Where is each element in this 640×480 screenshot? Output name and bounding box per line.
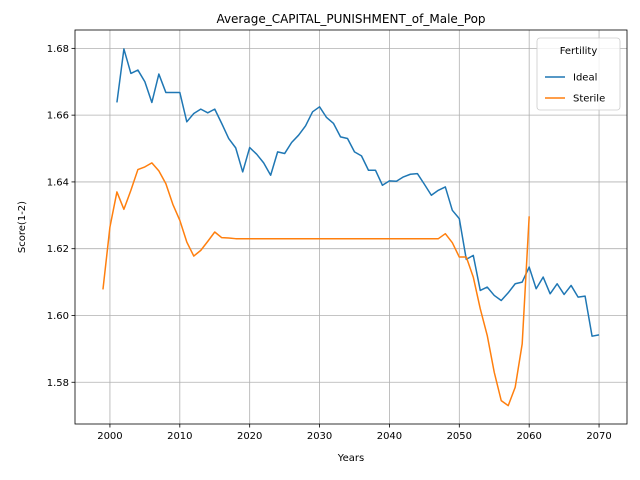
x-tick-label: 2010 [167,431,192,442]
x-tick-label: 2070 [586,431,611,442]
series-line-sterile [102,162,530,407]
y-tick-label: 1.68 [47,44,69,55]
y-tick-label: 1.66 [47,111,69,122]
series-lines [102,48,600,407]
legend: Fertility Ideal Sterile [536,37,621,111]
legend-title: Fertility [560,46,598,57]
x-tick-label: 2050 [447,431,472,442]
x-axis-label: Years [337,453,364,464]
x-tick-label: 2060 [516,431,541,442]
legend-label-ideal: Ideal [573,73,597,84]
x-tick-label: 2020 [237,431,262,442]
x-tick-label: 2000 [97,431,122,442]
y-tick-label: 1.58 [47,378,69,389]
series-line-ideal [116,48,600,337]
legend-label-sterile: Sterile [573,94,605,105]
legend-box [536,37,621,111]
x-tick-label: 2040 [377,431,402,442]
axis-ticks: 2000 2010 2020 2030 2040 2050 2060 2070 1.58 1.60… [47,44,612,442]
chart-title: Average_CAPITAL_PUNISHMENT_of_Male_Pop [216,12,485,26]
y-tick-label: 1.64 [47,177,69,188]
plot-area-frame [74,29,628,425]
x-tick-label: 2030 [307,431,332,442]
y-tick-label: 1.62 [47,244,69,255]
y-tick-label: 1.60 [47,311,69,322]
y-axis-label: Score(1-2) [17,201,28,253]
